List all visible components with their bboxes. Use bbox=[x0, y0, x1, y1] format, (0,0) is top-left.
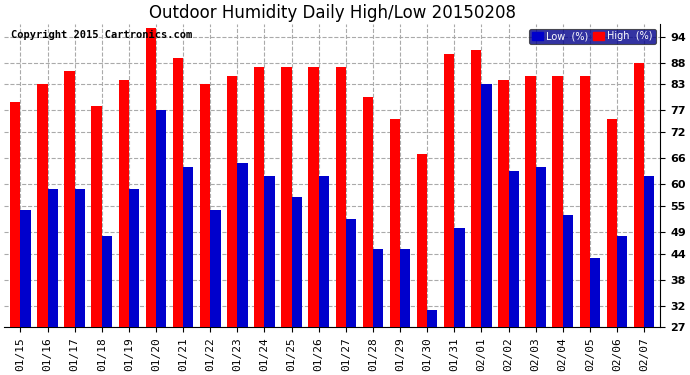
Bar bbox=[308, 67, 319, 327]
Bar bbox=[254, 67, 264, 327]
Bar bbox=[237, 162, 248, 327]
Bar bbox=[10, 102, 21, 327]
Text: Copyright 2015 Cartronics.com: Copyright 2015 Cartronics.com bbox=[11, 30, 192, 40]
Bar bbox=[590, 258, 600, 327]
Bar bbox=[607, 119, 617, 327]
Bar bbox=[227, 76, 237, 327]
Bar bbox=[553, 76, 563, 327]
Bar bbox=[92, 106, 102, 327]
Bar bbox=[200, 84, 210, 327]
Bar bbox=[363, 98, 373, 327]
Bar bbox=[471, 50, 482, 327]
Bar bbox=[417, 154, 427, 327]
Bar bbox=[129, 189, 139, 327]
Bar bbox=[264, 176, 275, 327]
Bar bbox=[346, 219, 356, 327]
Bar bbox=[427, 310, 437, 327]
Title: Outdoor Humidity Daily High/Low 20150208: Outdoor Humidity Daily High/Low 20150208 bbox=[149, 4, 515, 22]
Bar bbox=[172, 58, 183, 327]
Bar bbox=[75, 189, 85, 327]
Bar bbox=[634, 63, 644, 327]
Bar bbox=[509, 171, 519, 327]
Bar bbox=[335, 67, 346, 327]
Bar bbox=[64, 71, 75, 327]
Bar bbox=[37, 84, 48, 327]
Bar bbox=[21, 210, 31, 327]
Bar bbox=[48, 189, 58, 327]
Bar bbox=[319, 176, 329, 327]
Bar bbox=[454, 228, 464, 327]
Bar bbox=[292, 197, 302, 327]
Bar bbox=[183, 167, 193, 327]
Bar bbox=[617, 236, 627, 327]
Bar bbox=[282, 67, 292, 327]
Bar bbox=[390, 119, 400, 327]
Bar bbox=[400, 249, 411, 327]
Bar bbox=[119, 80, 129, 327]
Bar bbox=[373, 249, 383, 327]
Bar bbox=[444, 54, 454, 327]
Bar bbox=[482, 84, 492, 327]
Bar bbox=[535, 167, 546, 327]
Bar bbox=[563, 214, 573, 327]
Bar bbox=[102, 236, 112, 327]
Bar bbox=[580, 76, 590, 327]
Bar bbox=[498, 80, 509, 327]
Legend: Low  (%), High  (%): Low (%), High (%) bbox=[529, 28, 655, 44]
Bar bbox=[210, 210, 221, 327]
Bar bbox=[525, 76, 535, 327]
Bar bbox=[146, 28, 156, 327]
Bar bbox=[156, 111, 166, 327]
Bar bbox=[644, 176, 654, 327]
